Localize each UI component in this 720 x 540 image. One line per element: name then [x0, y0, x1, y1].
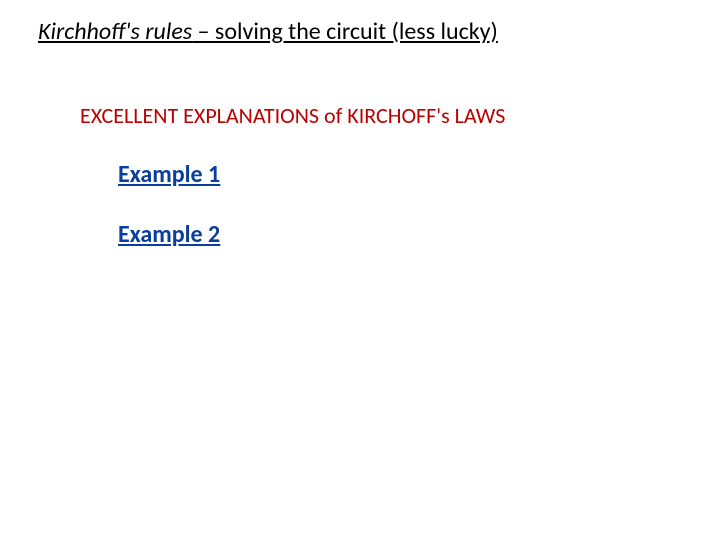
- example-link-2[interactable]: Example 2: [118, 220, 220, 249]
- title-rest: – solving the circuit (less lucky): [192, 17, 498, 46]
- example-2-anchor[interactable]: Example 2: [118, 220, 220, 249]
- example-link-1[interactable]: Example 1: [118, 160, 220, 189]
- title-lead: Kirchhoff's rules: [38, 17, 192, 46]
- example-1-anchor[interactable]: Example 1: [118, 160, 220, 189]
- slide: Kirchhoff's rules – solving the circuit …: [0, 0, 720, 540]
- page-title: Kirchhoff's rules – solving the circuit …: [38, 18, 498, 47]
- subtitle-text: EXCELLENT EXPLANATIONS of KIRCHOFF's LAW…: [80, 102, 505, 129]
